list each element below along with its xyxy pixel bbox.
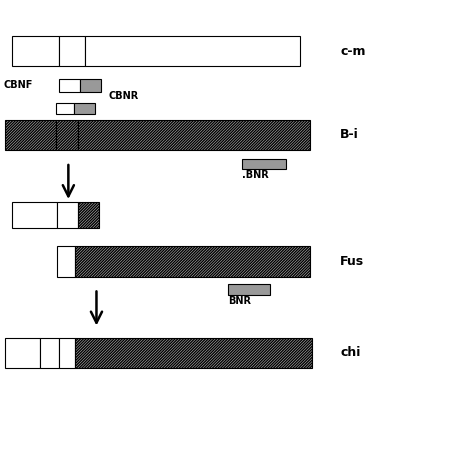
Bar bbox=[12, 36, 59, 66]
Bar bbox=[75, 337, 312, 368]
Bar bbox=[85, 36, 300, 66]
Text: B-i: B-i bbox=[340, 128, 359, 141]
Bar bbox=[228, 284, 270, 295]
Bar bbox=[59, 36, 85, 66]
Bar bbox=[57, 202, 78, 228]
Bar bbox=[80, 79, 101, 92]
Bar bbox=[57, 246, 75, 277]
Bar bbox=[56, 102, 73, 114]
Text: chi: chi bbox=[340, 346, 360, 359]
Text: .BNR: .BNR bbox=[242, 170, 268, 180]
Text: CBNF: CBNF bbox=[4, 80, 33, 90]
Bar bbox=[12, 202, 57, 228]
Bar bbox=[78, 120, 310, 150]
Text: BNR: BNR bbox=[228, 296, 251, 306]
Bar bbox=[40, 337, 59, 368]
Bar bbox=[5, 120, 56, 150]
Bar bbox=[78, 202, 99, 228]
Bar bbox=[59, 79, 80, 92]
Bar bbox=[56, 120, 78, 150]
Bar bbox=[5, 337, 40, 368]
Bar bbox=[242, 159, 286, 169]
Bar bbox=[75, 246, 310, 277]
Bar bbox=[73, 102, 95, 114]
Text: c-m: c-m bbox=[340, 46, 365, 58]
Text: CBNR: CBNR bbox=[108, 91, 138, 101]
Text: Fus: Fus bbox=[340, 255, 364, 268]
Bar bbox=[59, 337, 75, 368]
